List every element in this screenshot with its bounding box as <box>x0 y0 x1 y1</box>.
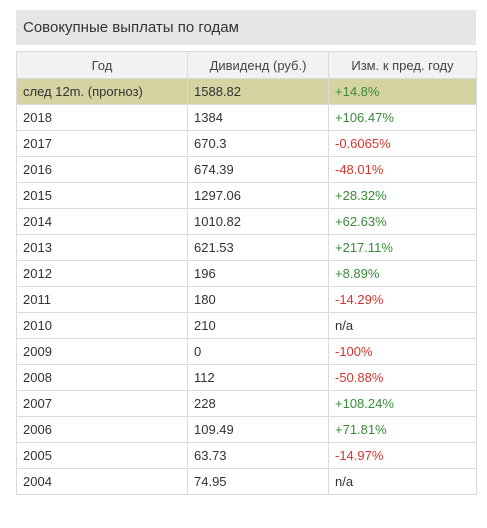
cell-year: 2004 <box>16 468 188 495</box>
cell-dividend: 621.53 <box>187 234 329 261</box>
cell-change: +8.89% <box>328 260 477 287</box>
dividend-table: Год Дивиденд (руб.) Изм. к пред. году сл… <box>16 51 477 495</box>
cell-change: -0.6065% <box>328 130 477 157</box>
cell-year: 2010 <box>16 312 188 339</box>
cell-change: -14.29% <box>328 286 477 313</box>
cell-change: n/a <box>328 468 477 495</box>
table-row: 2009 0 -100% <box>16 338 477 365</box>
cell-change: +62.63% <box>328 208 477 235</box>
cell-change: +106.47% <box>328 104 477 131</box>
cell-change: +28.32% <box>328 182 477 209</box>
cell-year: 2007 <box>16 390 188 417</box>
cell-dividend: 1010.82 <box>187 208 329 235</box>
cell-year: 2011 <box>16 286 188 313</box>
column-header-dividend: Дивиденд (руб.) <box>187 51 329 79</box>
cell-year: 2013 <box>16 234 188 261</box>
cell-change: -48.01% <box>328 156 477 183</box>
cell-year: 2006 <box>16 416 188 443</box>
cell-dividend: 74.95 <box>187 468 329 495</box>
table-row: 2016 674.39 -48.01% <box>16 156 477 183</box>
table-row: 2011 180 -14.29% <box>16 286 477 313</box>
cell-dividend: 228 <box>187 390 329 417</box>
cell-dividend: 1588.82 <box>187 78 329 105</box>
table-row: 2012 196 +8.89% <box>16 260 477 287</box>
cell-year: 2016 <box>16 156 188 183</box>
cell-year: след 12m. (прогноз) <box>16 78 188 105</box>
cell-year: 2008 <box>16 364 188 391</box>
cell-change: +108.24% <box>328 390 477 417</box>
cell-year: 2014 <box>16 208 188 235</box>
cell-year: 2005 <box>16 442 188 469</box>
table-row: 2010 210 n/a <box>16 312 477 339</box>
table-row: 2014 1010.82 +62.63% <box>16 208 477 235</box>
cell-change: +217.11% <box>328 234 477 261</box>
cell-dividend: 670.3 <box>187 130 329 157</box>
cell-change: n/a <box>328 312 477 339</box>
cell-year: 2015 <box>16 182 188 209</box>
cell-dividend: 112 <box>187 364 329 391</box>
table-row: 2017 670.3 -0.6065% <box>16 130 477 157</box>
cell-dividend: 210 <box>187 312 329 339</box>
table-row: след 12m. (прогноз) 1588.82 +14.8% <box>16 78 477 105</box>
cell-dividend: 63.73 <box>187 442 329 469</box>
panel-title: Совокупные выплаты по годам <box>16 10 476 45</box>
cell-change: -14.97% <box>328 442 477 469</box>
cell-change: -100% <box>328 338 477 365</box>
table-row: 2007 228 +108.24% <box>16 390 477 417</box>
table-header-row: Год Дивиденд (руб.) Изм. к пред. году <box>16 51 477 79</box>
cell-year: 2017 <box>16 130 188 157</box>
cell-year: 2018 <box>16 104 188 131</box>
column-header-year: Год <box>16 51 188 79</box>
cell-dividend: 0 <box>187 338 329 365</box>
cell-year: 2012 <box>16 260 188 287</box>
cell-dividend: 674.39 <box>187 156 329 183</box>
cell-dividend: 1384 <box>187 104 329 131</box>
cell-dividend: 180 <box>187 286 329 313</box>
table-row: 2004 74.95 n/a <box>16 468 477 495</box>
table-row: 2008 112 -50.88% <box>16 364 477 391</box>
table-row: 2015 1297.06 +28.32% <box>16 182 477 209</box>
cell-dividend: 1297.06 <box>187 182 329 209</box>
dividend-payouts-panel: Совокупные выплаты по годам Год Дивиденд… <box>16 10 477 495</box>
cell-change: -50.88% <box>328 364 477 391</box>
column-header-change: Изм. к пред. году <box>328 51 477 79</box>
cell-change: +71.81% <box>328 416 477 443</box>
cell-year: 2009 <box>16 338 188 365</box>
cell-change: +14.8% <box>328 78 477 105</box>
cell-dividend: 196 <box>187 260 329 287</box>
table-row: 2005 63.73 -14.97% <box>16 442 477 469</box>
table-row: 2013 621.53 +217.11% <box>16 234 477 261</box>
table-row: 2018 1384 +106.47% <box>16 104 477 131</box>
table-row: 2006 109.49 +71.81% <box>16 416 477 443</box>
cell-dividend: 109.49 <box>187 416 329 443</box>
